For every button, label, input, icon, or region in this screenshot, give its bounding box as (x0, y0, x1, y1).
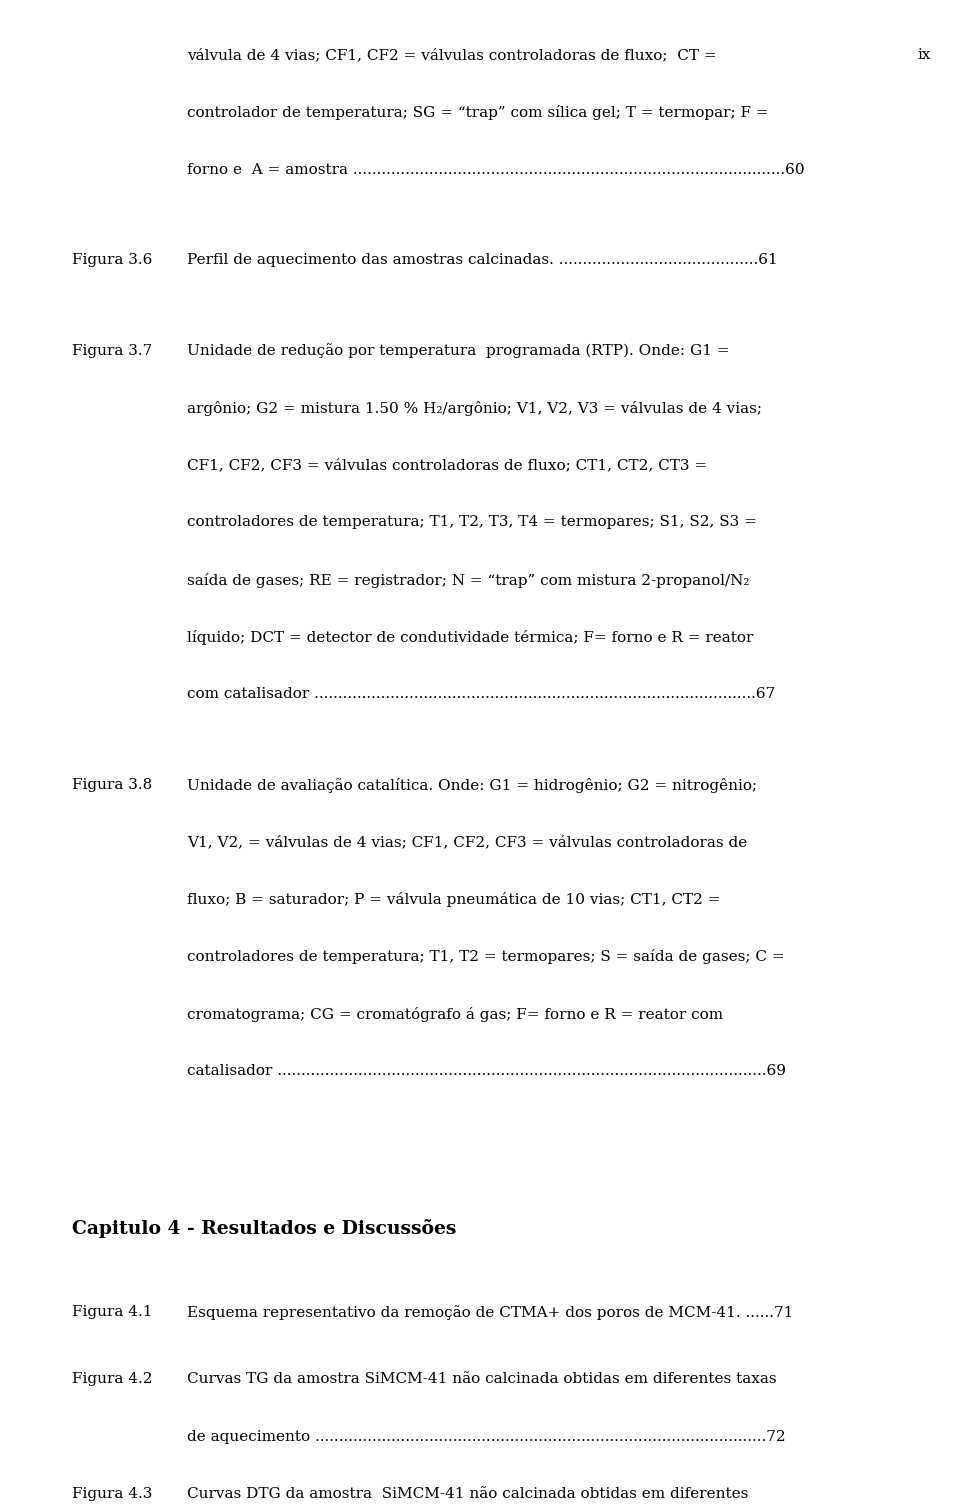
Text: fluxo; B = saturador; P = válvula pneumática de 10 vias; CT1, CT2 =: fluxo; B = saturador; P = válvula pneumá… (187, 892, 721, 907)
Text: válvula de 4 vias; CF1, CF2 = válvulas controladoras de fluxo;  CT =: válvula de 4 vias; CF1, CF2 = válvulas c… (187, 48, 717, 62)
Text: cromatograma; CG = cromatógrafo á gas; F= forno e R = reator com: cromatograma; CG = cromatógrafo á gas; F… (187, 1007, 723, 1022)
Text: líquido; DCT = detector de condutividade térmica; F= forno e R = reator: líquido; DCT = detector de condutividade… (187, 630, 754, 645)
Text: de aquecimento .................................................................: de aquecimento .........................… (187, 1430, 786, 1444)
Text: controladores de temperatura; T1, T2, T3, T4 = termopares; S1, S2, S3 =: controladores de temperatura; T1, T2, T3… (187, 515, 757, 529)
Text: Figura 3.6: Figura 3.6 (72, 253, 153, 267)
Text: Capitulo 4 - Resultados e Discussões: Capitulo 4 - Resultados e Discussões (72, 1219, 456, 1239)
Text: Figura 3.7: Figura 3.7 (72, 344, 153, 357)
Text: Unidade de avaliação catalítica. Onde: G1 = hidrogênio; G2 = nitrogênio;: Unidade de avaliação catalítica. Onde: G… (187, 778, 757, 793)
Text: Curvas TG da amostra SiMCM-41 não calcinada obtidas em diferentes taxas: Curvas TG da amostra SiMCM-41 não calcin… (187, 1373, 777, 1386)
Text: ix: ix (918, 48, 931, 62)
Text: Figura 3.8: Figura 3.8 (72, 778, 153, 791)
Text: forno e  A = amostra ...........................................................: forno e A = amostra ....................… (187, 163, 804, 176)
Text: catalisador ....................................................................: catalisador ............................… (187, 1064, 786, 1078)
Text: Unidade de redução por temperatura  programada (RTP). Onde: G1 =: Unidade de redução por temperatura progr… (187, 344, 730, 359)
Text: Figura 4.1: Figura 4.1 (72, 1305, 153, 1319)
Text: Curvas DTG da amostra  SiMCM-41 não calcinada obtidas em diferentes: Curvas DTG da amostra SiMCM-41 não calci… (187, 1487, 749, 1501)
Text: Figura 4.3: Figura 4.3 (72, 1487, 153, 1501)
Text: controlador de temperatura; SG = “trap” com sílica gel; T = termopar; F =: controlador de temperatura; SG = “trap” … (187, 105, 769, 121)
Text: V1, V2, = válvulas de 4 vias; CF1, CF2, CF3 = válvulas controladoras de: V1, V2, = válvulas de 4 vias; CF1, CF2, … (187, 835, 748, 848)
Text: Esquema representativo da remoção de CTMA+ dos poros de MCM-41. ......71: Esquema representativo da remoção de CTM… (187, 1305, 794, 1320)
Text: com catalisador ................................................................: com catalisador ........................… (187, 687, 776, 701)
Text: controladores de temperatura; T1, T2 = termopares; S = saída de gases; C =: controladores de temperatura; T1, T2 = t… (187, 949, 785, 964)
Text: CF1, CF2, CF3 = válvulas controladoras de fluxo; CT1, CT2, CT3 =: CF1, CF2, CF3 = válvulas controladoras d… (187, 458, 708, 472)
Text: Perfil de aquecimento das amostras calcinadas. .................................: Perfil de aquecimento das amostras calci… (187, 253, 778, 267)
Text: argônio; G2 = mistura 1.50 % H₂/argônio; V1, V2, V3 = válvulas de 4 vias;: argônio; G2 = mistura 1.50 % H₂/argônio;… (187, 401, 762, 416)
Text: saída de gases; RE = registrador; N = “trap” com mistura 2-propanol/N₂: saída de gases; RE = registrador; N = “t… (187, 573, 750, 588)
Text: Figura 4.2: Figura 4.2 (72, 1373, 153, 1386)
